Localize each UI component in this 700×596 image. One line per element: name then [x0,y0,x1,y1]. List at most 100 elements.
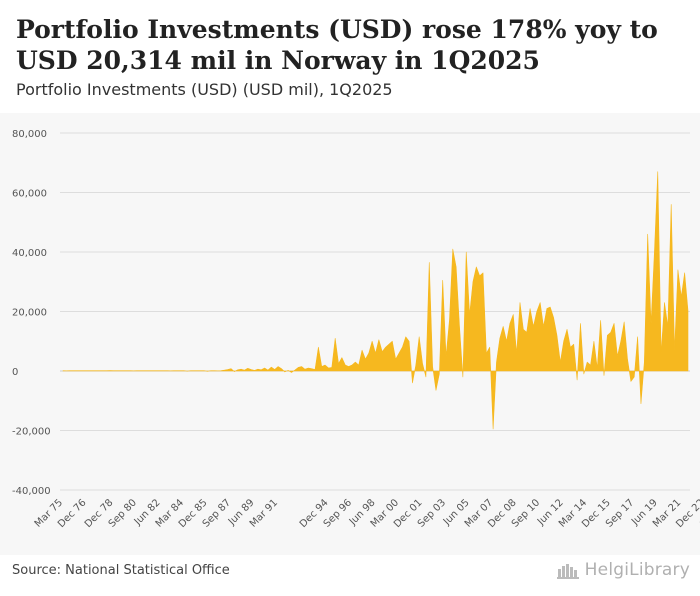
data-point [75,369,77,371]
data-point [657,170,659,172]
data-point [519,301,521,303]
data-point [667,325,669,327]
data-point [452,248,454,250]
helgi-library-logo[interactable]: HelgiLibrary [556,560,690,580]
data-point [388,343,390,345]
data-point [79,370,81,372]
data-point [327,367,329,369]
data-point [552,316,554,318]
data-point [556,334,558,336]
data-point [573,343,575,345]
source-note: Source: National Statistical Office [12,563,230,578]
data-point [536,310,538,312]
data-point [462,376,464,378]
data-point [576,379,578,381]
data-point [200,369,202,371]
data-point [394,358,396,360]
logo-text: HelgiLibrary [584,560,690,580]
data-point [65,370,67,372]
data-point [89,370,91,372]
data-point [159,370,161,372]
data-point [260,369,262,371]
data-point [146,370,148,372]
data-point [153,369,155,371]
data-point [358,364,360,366]
data-point [381,350,383,352]
data-point [475,266,477,268]
data-point [72,370,74,372]
data-point [109,369,111,371]
data-point [263,367,265,369]
data-point [549,306,551,308]
data-point [273,368,275,370]
data-point [210,369,212,371]
data-point [529,307,531,309]
data-point [391,340,393,342]
data-point [284,371,286,373]
data-point [539,301,541,303]
data-point [337,362,339,364]
data-point [99,369,101,371]
data-point [633,376,635,378]
data-point [122,369,124,371]
data-point [354,361,356,363]
data-point [502,325,504,327]
data-point [438,373,440,375]
data-point [670,203,672,205]
data-point [623,321,625,323]
data-point [499,337,501,339]
data-point [401,346,403,348]
data-point [314,368,316,370]
y-tick-label: 20,000 [12,308,47,319]
data-point [317,346,319,348]
data-point [418,336,420,338]
data-point [653,251,655,253]
data-point [142,370,144,372]
data-point [126,370,128,372]
data-point [492,428,494,430]
y-tick-label: 80,000 [12,129,47,140]
data-point [509,322,511,324]
data-point [324,364,326,366]
data-point [442,279,444,281]
data-point [663,301,665,303]
data-point [616,355,618,357]
data-point [640,403,642,405]
data-point [331,366,333,368]
data-point [206,370,208,372]
y-tick-label: 0 [12,367,18,378]
data-point [562,340,564,342]
data-point [277,365,279,367]
data-point [304,368,306,370]
data-point [92,369,94,371]
data-point [139,369,141,371]
data-point [680,295,682,297]
data-point [132,370,134,372]
data-point [102,370,104,372]
data-point [243,369,245,371]
data-point [593,340,595,342]
data-point [603,374,605,376]
data-point [149,369,151,371]
data-point [489,346,491,348]
data-point [69,369,71,371]
data-point [233,370,235,372]
data-point [226,368,228,370]
data-point [374,352,376,354]
data-point [505,340,507,342]
data-point [445,355,447,357]
data-point [455,266,457,268]
data-point [116,370,118,372]
data-point [515,352,517,354]
data-point [660,352,662,354]
data-point [351,364,353,366]
data-point [630,380,632,382]
data-point [186,370,188,372]
data-point [431,365,433,367]
data-point [448,319,450,321]
data-point [586,361,588,363]
data-point [173,370,175,372]
y-tick-label: -40,000 [12,486,51,497]
data-point [179,370,181,372]
data-point [472,281,474,283]
